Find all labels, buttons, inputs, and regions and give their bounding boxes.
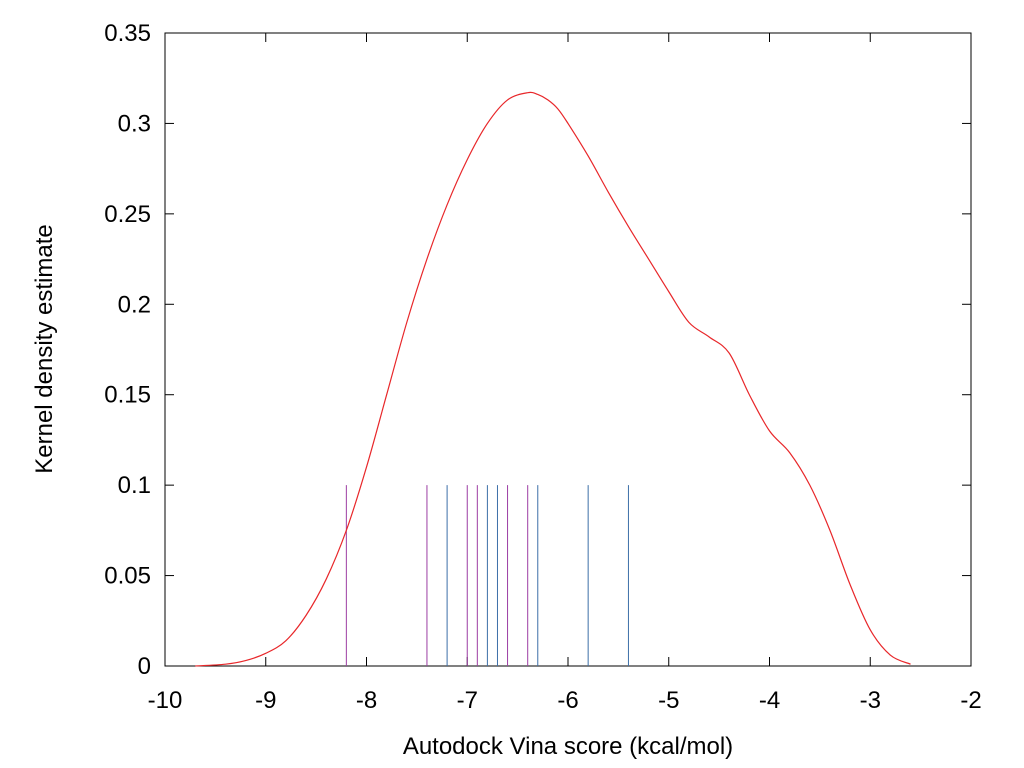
y-tick-label: 0 — [138, 653, 151, 680]
x-tick-label: -10 — [148, 687, 183, 714]
kde-curve — [195, 91, 911, 667]
y-tick-label: 0.25 — [104, 201, 151, 228]
y-tick-label: 0.1 — [118, 472, 151, 499]
x-tick-label: -8 — [356, 687, 377, 714]
rug-lines — [345, 485, 629, 666]
x-tick-labels: -10 -9 -8 -7 -6 -5 -4 -3 -2 — [148, 687, 982, 714]
y-tick-labels: 0 0.05 0.1 0.15 0.2 0.25 0.3 0.35 — [104, 20, 151, 680]
x-axis-label: Autodock Vina score (kcal/mol) — [403, 733, 733, 760]
x-tick-label: -4 — [759, 687, 780, 714]
y-tick-label: 0.15 — [104, 382, 151, 409]
x-tick-label: -3 — [860, 687, 881, 714]
x-tick-label: -5 — [658, 687, 679, 714]
x-tick-label: -6 — [557, 687, 578, 714]
tick-marks — [164, 32, 972, 667]
plot-frame — [164, 32, 972, 667]
x-tick-label: -9 — [255, 687, 276, 714]
y-tick-label: 0.05 — [104, 563, 151, 590]
y-tick-label: 0.2 — [118, 291, 151, 318]
x-tick-label: -7 — [457, 687, 478, 714]
y-axis-label: Kernel density estimate — [31, 224, 58, 473]
y-tick-label: 0.3 — [118, 110, 151, 137]
y-tick-label: 0.35 — [104, 20, 151, 47]
x-tick-label: -2 — [960, 687, 981, 714]
